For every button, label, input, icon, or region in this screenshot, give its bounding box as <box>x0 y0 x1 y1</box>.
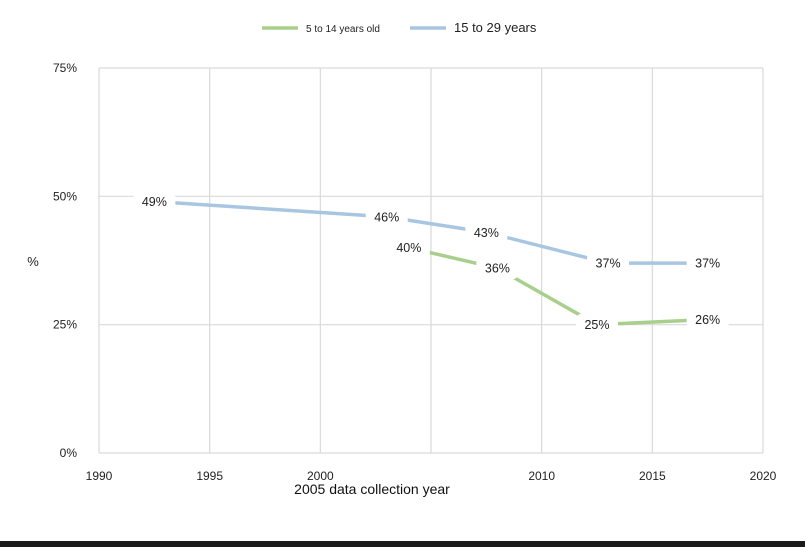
data-label: 43% <box>474 226 499 240</box>
x-tick-label: 2015 <box>639 469 666 483</box>
y-axis-label: % <box>27 254 39 269</box>
data-label-background <box>365 205 408 228</box>
data-label: 40% <box>396 241 421 255</box>
series-line <box>407 245 710 327</box>
x-tick-label: 2020 <box>750 469 777 483</box>
bottom-border <box>0 541 805 547</box>
data-label: 49% <box>142 195 167 209</box>
data-label-background <box>686 308 729 331</box>
data-label: 46% <box>374 210 399 224</box>
x-tick-label: 1995 <box>196 469 223 483</box>
data-label-background <box>133 190 176 213</box>
x-tick-label: 1990 <box>86 469 113 483</box>
y-tick-label: 25% <box>53 318 77 332</box>
data-label-background <box>476 257 519 280</box>
data-label-background <box>387 236 430 259</box>
data-label-background <box>576 313 618 336</box>
data-label: 37% <box>695 257 720 271</box>
data-labels: 40% 36% 25% 26% 49% 46% 43% 37% 37% <box>133 190 729 336</box>
x-tick-label: 2010 <box>528 469 555 483</box>
tick-labels: 1990 1995 2000 2010 2015 2020 75% 50% 25% 0% <box>53 61 777 483</box>
data-label-background <box>465 221 508 244</box>
y-tick-label: 0% <box>60 446 78 460</box>
data-label: 36% <box>485 262 510 276</box>
data-label: 25% <box>584 318 609 332</box>
data-label: 37% <box>596 257 621 271</box>
legend: 5 to 14 years old 15 to 29 years <box>262 20 537 35</box>
legend-label: 15 to 29 years <box>454 20 537 35</box>
x-tick-label: 2000 <box>307 469 334 483</box>
data-label: 26% <box>695 313 720 327</box>
y-tick-label: 75% <box>53 61 77 75</box>
y-tick-label: 50% <box>53 189 77 203</box>
data-label-background <box>587 252 630 275</box>
legend-label: 5 to 14 years old <box>306 24 380 35</box>
grid <box>98 67 764 454</box>
data-label-background <box>686 252 729 275</box>
x-axis-label: 2005 data collection year <box>294 481 450 497</box>
